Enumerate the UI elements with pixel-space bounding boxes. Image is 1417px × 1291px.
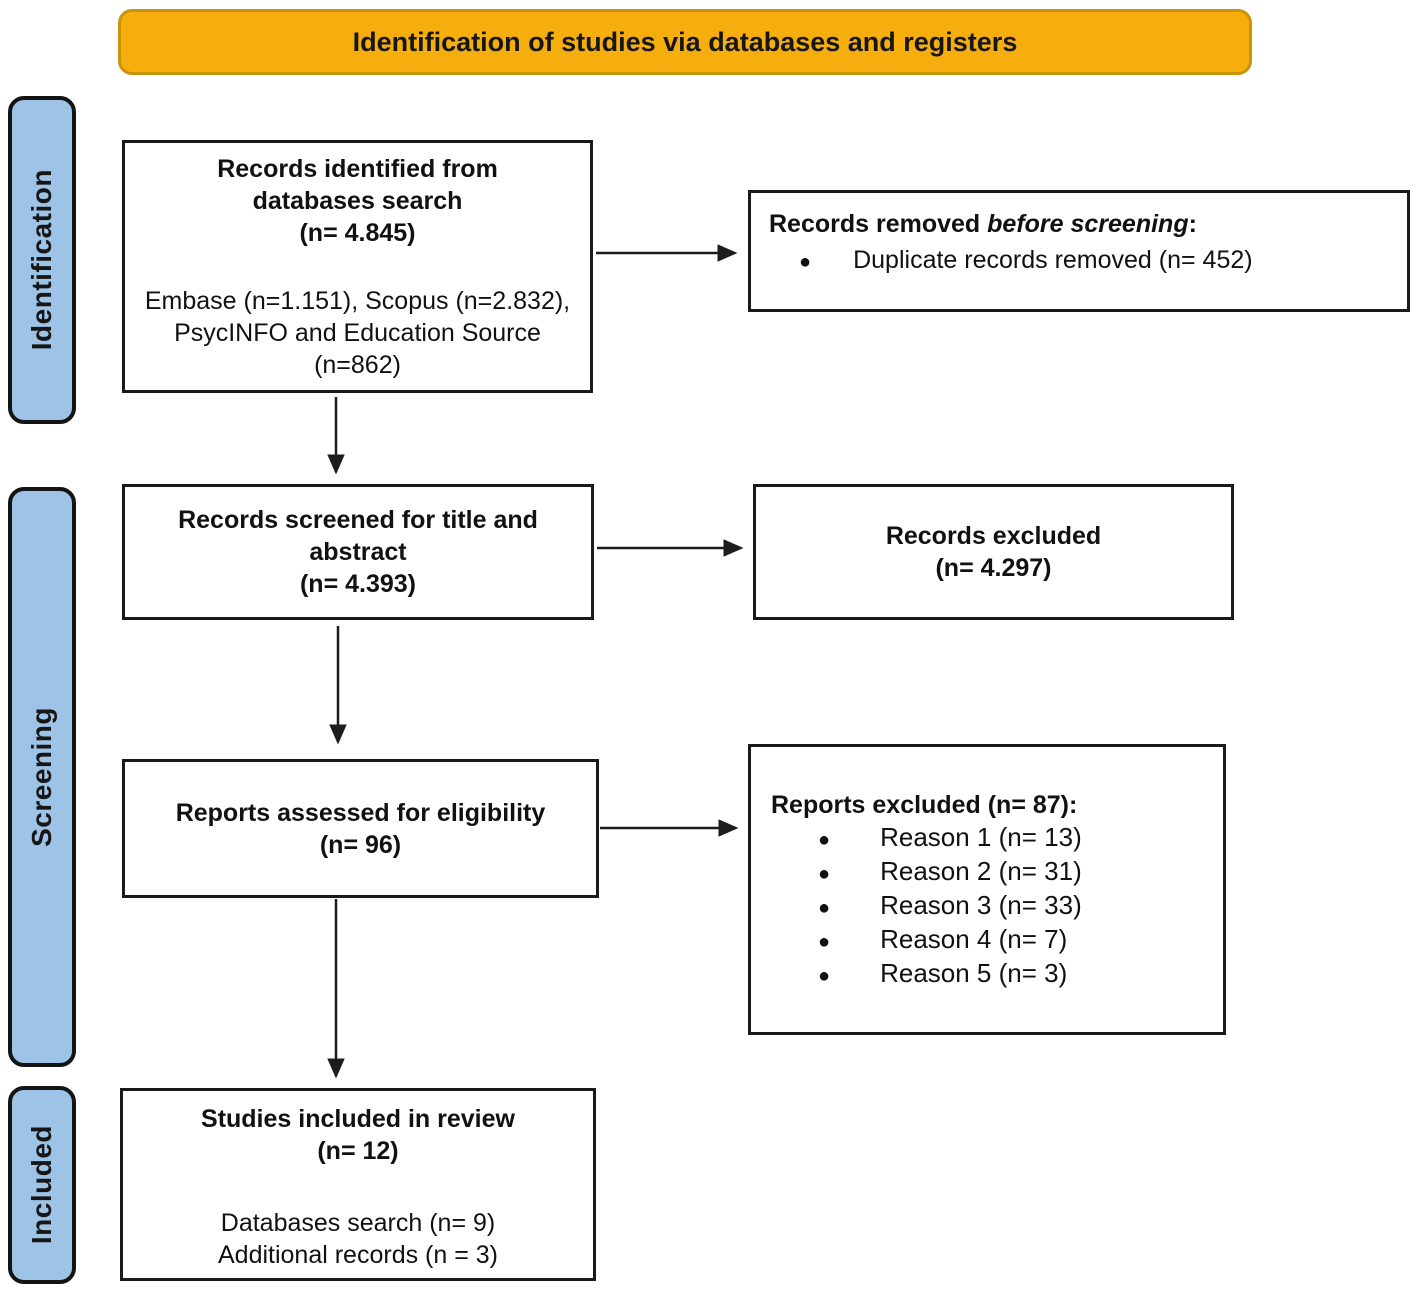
stage-label-identification: Identification xyxy=(26,169,57,351)
box-reports-assessed: Reports assessed for eligibility (n= 96) xyxy=(122,759,599,898)
bullet-icon: ● xyxy=(799,251,812,273)
box-reports-excluded: Reports excluded (n= 87): ● Reason 1 (n=… xyxy=(748,744,1226,1035)
box-records-screened: Records screened for title and abstract … xyxy=(122,484,594,620)
bullet-icon: ● xyxy=(818,863,831,885)
bullet-icon: ● xyxy=(818,897,831,919)
box-records-identified: Records identified from databases search… xyxy=(122,140,593,393)
reason-2-text: Reason 2 (n= 31) xyxy=(880,856,1082,886)
reason-row: ● Reason 3 (n= 33) xyxy=(771,889,1203,923)
studies-included-count: (n= 12) xyxy=(317,1137,399,1165)
records-identified-sources-line: Embase (n=1.151), Scopus (n=2.832), xyxy=(144,287,571,315)
reason-row: ● Reason 1 (n= 13) xyxy=(771,821,1203,855)
reason-row: ● Reason 4 (n= 7) xyxy=(771,923,1203,957)
studies-included-databases-line: Databases search (n= 9) xyxy=(220,1209,496,1237)
bullet-icon: ● xyxy=(818,829,831,851)
banner-identification-via-databases: Identification of studies via databases … xyxy=(118,9,1252,75)
records-removed-title-pre: Records removed xyxy=(769,210,988,238)
reason-3-text: Reason 3 (n= 33) xyxy=(880,890,1082,920)
stage-bar-included: Included xyxy=(8,1086,76,1284)
box-records-excluded: Records excluded (n= 4.297) xyxy=(753,484,1234,620)
records-identified-sources-count: (n=862) xyxy=(314,351,401,379)
duplicate-records-removed-text: Duplicate records removed (n= 452) xyxy=(853,246,1253,274)
banner-label: Identification of studies via databases … xyxy=(352,26,1018,57)
stage-bar-screening: Screening xyxy=(8,487,76,1067)
records-removed-title-emphasis: before screening xyxy=(987,210,1189,238)
box-records-removed: Records removed before screening: ● Dupl… xyxy=(748,190,1410,312)
reason-row: ● Reason 2 (n= 31) xyxy=(771,855,1203,889)
stage-label-included: Included xyxy=(26,1125,57,1245)
records-screened-count: (n= 4.393) xyxy=(299,570,417,598)
records-removed-bullet-row: ● Duplicate records removed (n= 452) xyxy=(769,244,1389,278)
records-excluded-title: Records excluded xyxy=(885,522,1102,550)
records-identified-sources-line: PsycINFO and Education Source xyxy=(174,319,541,347)
reports-excluded-title: Reports excluded (n= 87): xyxy=(771,791,1078,819)
box-studies-included: Studies included in review (n= 12) Datab… xyxy=(120,1088,596,1281)
reports-assessed-title: Reports assessed for eligibility xyxy=(175,798,546,827)
stage-bar-identification: Identification xyxy=(8,96,76,424)
records-identified-title-line: Records identified from xyxy=(217,155,498,183)
records-removed-title: Records removed before screening: xyxy=(769,208,1389,240)
records-screened-title-line: Records screened for title and xyxy=(178,506,538,534)
records-removed-title-post: : xyxy=(1188,210,1197,238)
records-identified-count: (n= 4.845) xyxy=(299,219,416,247)
records-identified-title-line: databases search xyxy=(252,187,463,215)
reports-assessed-count: (n= 96) xyxy=(319,830,402,859)
reason-5-text: Reason 5 (n= 3) xyxy=(880,958,1068,988)
bullet-icon: ● xyxy=(818,931,831,953)
records-screened-title-line: abstract xyxy=(309,538,407,566)
studies-included-title: Studies included in review xyxy=(201,1105,515,1133)
reason-1-text: Reason 1 (n= 13) xyxy=(880,822,1082,852)
reason-row: ● Reason 5 (n= 3) xyxy=(771,957,1203,991)
stage-label-screening: Screening xyxy=(26,707,57,847)
records-excluded-count: (n= 4.297) xyxy=(935,554,1052,582)
bullet-icon: ● xyxy=(818,965,831,987)
studies-included-additional-line: Additional records (n = 3) xyxy=(217,1241,498,1269)
reason-4-text: Reason 4 (n= 7) xyxy=(880,924,1068,954)
